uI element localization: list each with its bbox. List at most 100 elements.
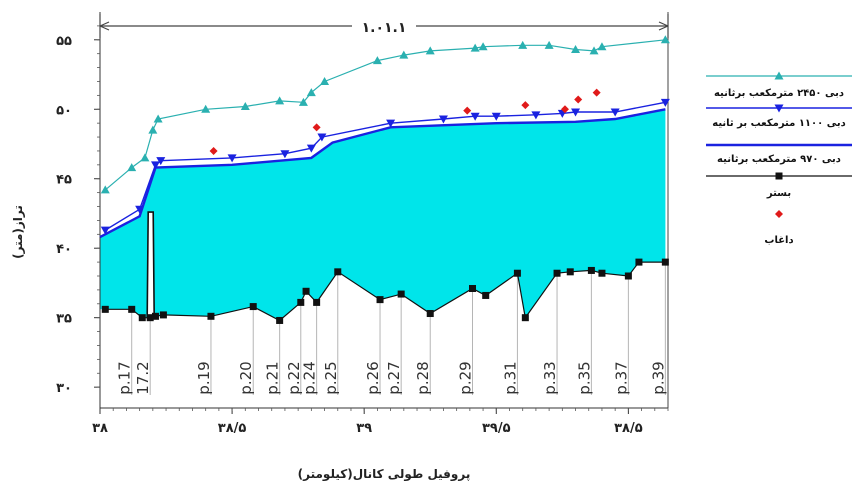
bed-point: [376, 296, 384, 304]
station-label: p.31: [501, 361, 519, 394]
bed-point: [159, 311, 167, 319]
structure-mark: [146, 211, 156, 319]
span-right-arrow: [658, 21, 669, 31]
bed-point: [521, 314, 529, 322]
bed-point: [598, 269, 606, 277]
series-1100-point: [386, 119, 396, 128]
span-label: ۱.۰۱.۱: [362, 20, 407, 36]
bed-point: [587, 266, 595, 274]
series-1100-point: [317, 133, 327, 142]
legend-label: داغاب: [764, 235, 793, 246]
bed-point: [101, 305, 109, 313]
series-2450-point: [660, 35, 670, 44]
span-label-bg: [352, 17, 416, 35]
y-tick-label: ۳۵: [56, 312, 72, 327]
bed-point: [128, 305, 136, 313]
bed-point: [635, 258, 643, 266]
series-2450-point: [399, 50, 409, 59]
bed-point: [482, 291, 490, 299]
station-label: p.26: [364, 361, 382, 394]
station-label: p.35: [575, 361, 593, 394]
bed-point: [297, 298, 305, 306]
station-label: p.17: [116, 361, 134, 394]
series-2450-point: [306, 88, 316, 97]
y-axis-label: تراز(متر): [11, 205, 25, 259]
series-1100-point: [135, 205, 145, 214]
x-tick-label: ۳۸/۵: [218, 421, 247, 436]
x-axis-label: پروفیل طولی کانال(کیلومتر): [298, 467, 471, 482]
series-2450-line: [104, 39, 666, 191]
station-label: p.27: [385, 361, 403, 394]
highwater-point: [209, 146, 218, 155]
legend-label: دبی ۲۴۵۰ مترمکعب برثانیه: [714, 88, 844, 99]
bed-point: [249, 303, 257, 311]
station-label: p.39: [649, 361, 667, 394]
series-2450-point: [320, 76, 330, 85]
highwater-point: [592, 88, 601, 97]
series-2450-point: [127, 163, 137, 172]
series-2450-point: [240, 101, 250, 110]
bed-point: [151, 312, 159, 320]
highwater-point: [463, 106, 472, 115]
series-1100-point: [610, 108, 620, 117]
series-1100-point: [660, 98, 670, 107]
water-area: [100, 109, 666, 321]
bed-point: [276, 316, 284, 324]
station-label: p.19: [195, 361, 213, 394]
bed-point: [302, 287, 310, 295]
y-tick-label: ۵۰: [56, 103, 72, 118]
series-2450-point: [201, 104, 211, 113]
series-2450-point: [571, 45, 581, 54]
bed-point: [138, 314, 146, 322]
highwater-point: [312, 123, 321, 132]
legend-label: دبی ۱۱۰۰ مترمکعب بر ثانیه: [712, 118, 845, 129]
y-tick-label: ۵۵: [56, 34, 72, 49]
bed-point: [469, 285, 477, 293]
series-2450-point: [140, 153, 150, 162]
series-2450-point: [425, 46, 435, 55]
series-1100-point: [470, 112, 480, 121]
series-2450-point: [544, 40, 554, 49]
bed-point: [397, 290, 405, 298]
x-tick-label: ۳۸/۵: [614, 421, 643, 436]
bed-point: [624, 272, 632, 280]
station-label: p.29: [457, 361, 475, 394]
series-2450-point: [478, 42, 488, 51]
highwater-point: [521, 101, 530, 110]
series-2450-point: [589, 46, 599, 55]
series-1100-point: [531, 111, 541, 120]
span-left-arrow: [99, 21, 110, 31]
x-tick-label: ۳۹/۵: [482, 421, 511, 436]
series-1100-point: [280, 150, 290, 159]
station-label: 17.2: [134, 361, 152, 394]
x-tick-label: ۳۹: [356, 421, 372, 436]
bed-point: [146, 314, 154, 322]
bed-point: [207, 312, 215, 320]
station-label: p.33: [541, 361, 559, 394]
series-2450-point: [298, 97, 308, 106]
bed-point: [513, 269, 521, 277]
station-label: p.25: [322, 361, 340, 394]
highwater-point: [574, 95, 583, 104]
legend-label: دبی ۹۷۰ مترمکعب برثانیه: [717, 154, 841, 165]
series-2450-point: [372, 56, 382, 65]
bed-point: [661, 258, 669, 266]
series-970-line: [99, 108, 666, 239]
legend-marker: [775, 172, 783, 180]
series-1100-point: [571, 108, 581, 117]
station-label: p.24: [301, 361, 319, 394]
y-tick-label: ۴۵: [56, 173, 72, 188]
series-1100-point: [306, 144, 316, 153]
series-2450-point: [518, 40, 528, 49]
series-2450-point: [275, 96, 285, 105]
bed-point: [566, 268, 574, 276]
y-tick-label: ۳۰: [56, 381, 72, 396]
series-2450-point: [597, 42, 607, 51]
legend-label: بستر: [766, 188, 791, 199]
station-label: p.20: [237, 361, 255, 394]
legend-marker: [774, 104, 784, 113]
y-tick-label: ۴۰: [56, 242, 72, 257]
station-label: p.22: [285, 361, 303, 394]
series-1100-point: [227, 154, 237, 163]
